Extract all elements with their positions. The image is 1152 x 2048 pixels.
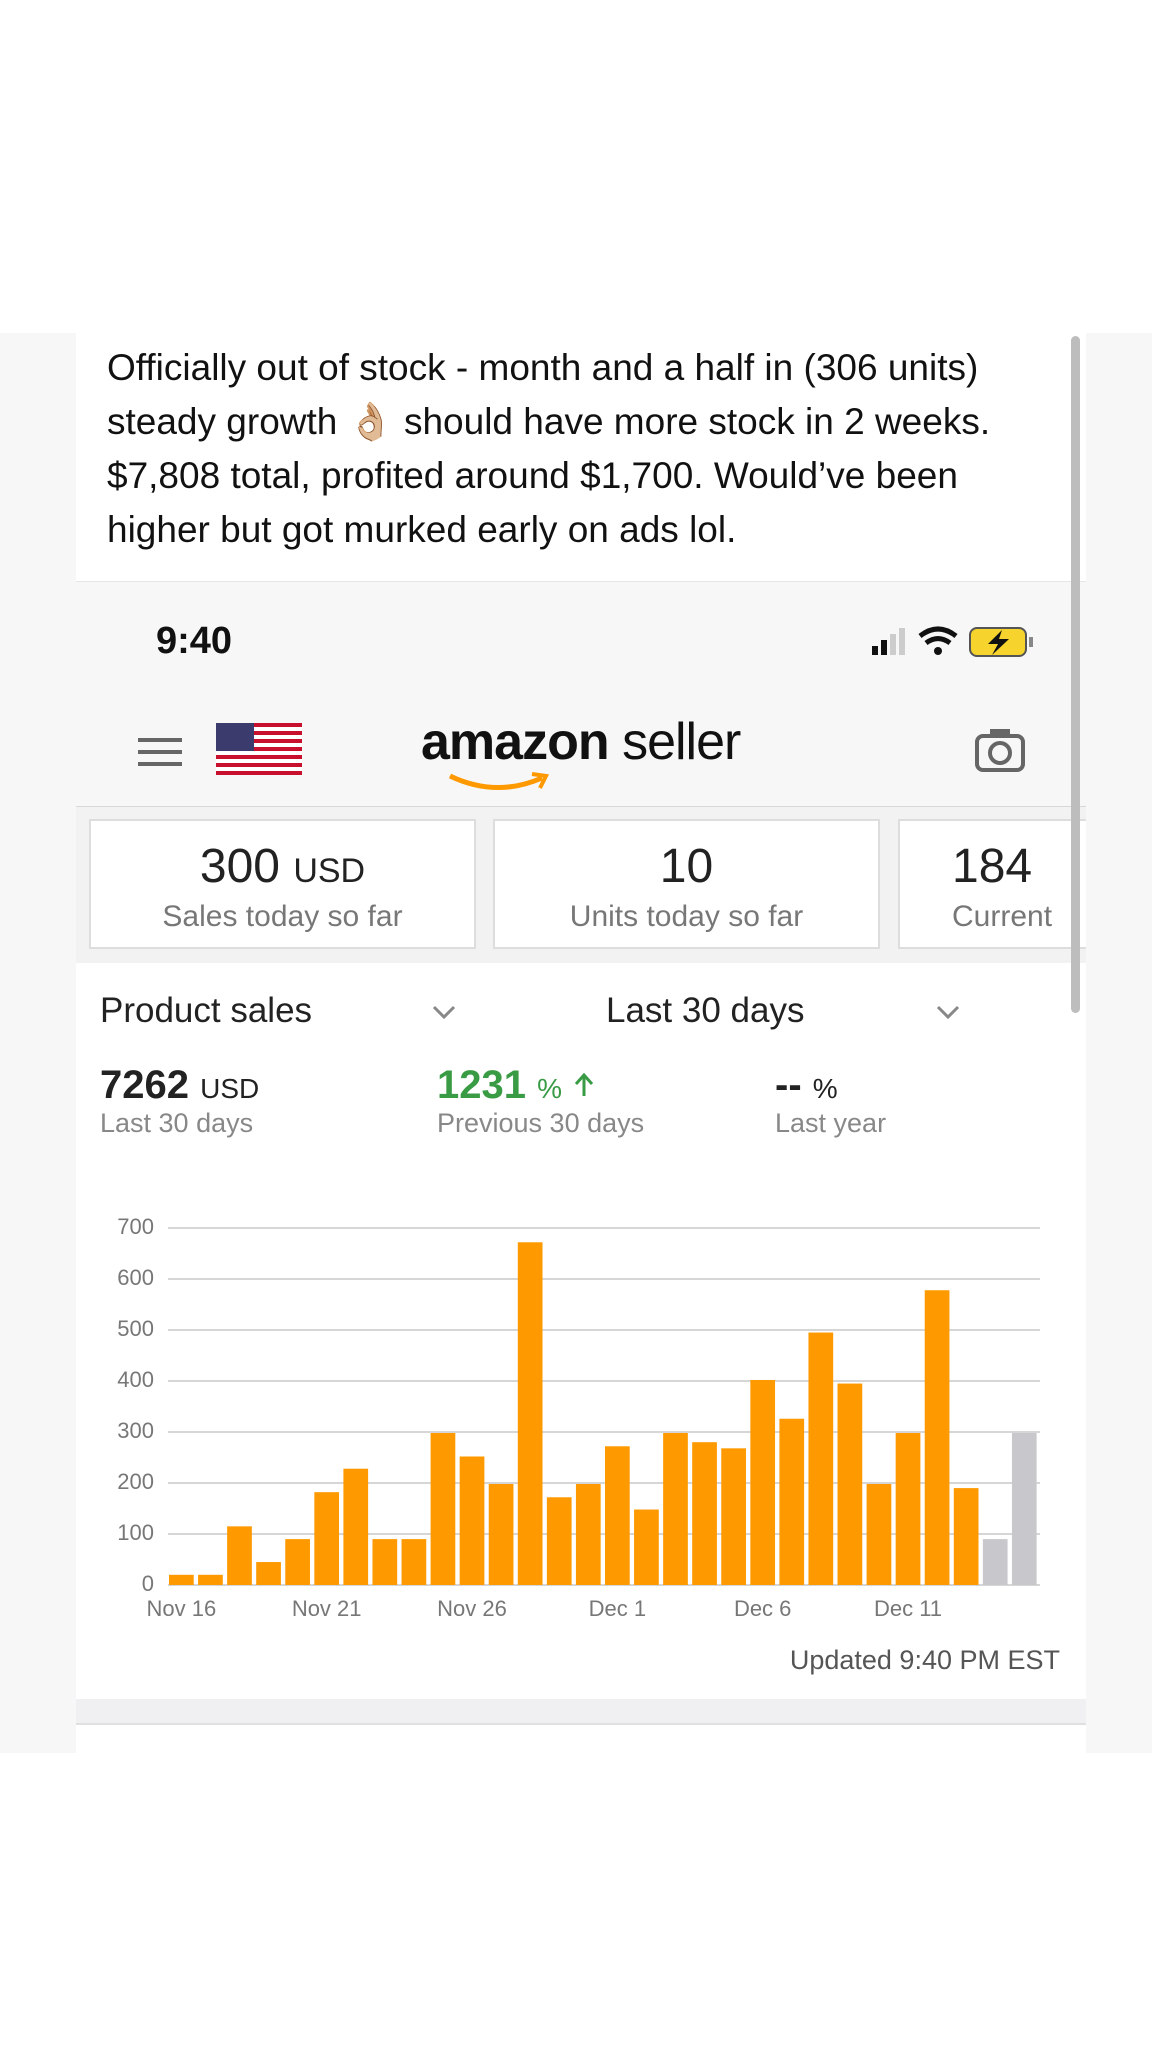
logo: amazon seller bbox=[421, 712, 741, 772]
up-arrow bbox=[575, 1072, 594, 1096]
y-tick-label: 600 bbox=[117, 1265, 154, 1290]
chevron[interactable] bbox=[431, 1003, 457, 1021]
logo-product: seller bbox=[622, 713, 741, 771]
bar bbox=[953, 1488, 979, 1585]
bar bbox=[314, 1492, 340, 1585]
bar bbox=[488, 1484, 514, 1585]
camera-icon[interactable] bbox=[974, 726, 1026, 774]
bar bbox=[866, 1484, 892, 1585]
card-label: Current bbox=[952, 900, 1053, 933]
screenshot-header: 9:40 amazon seller bbox=[76, 581, 1086, 808]
bar bbox=[430, 1433, 456, 1585]
x-tick-label: Nov 21 bbox=[292, 1596, 362, 1621]
metric: -- % Last year bbox=[775, 1063, 886, 1139]
summary-cards: 300 USD Sales today so far 10 Units toda… bbox=[76, 807, 1086, 963]
x-tick-label: Dec 6 bbox=[734, 1596, 791, 1621]
metric-number: -- bbox=[775, 1063, 802, 1107]
bar bbox=[517, 1242, 543, 1585]
card-value: 300 USD bbox=[91, 839, 474, 894]
bar bbox=[256, 1562, 281, 1585]
bar bbox=[372, 1539, 398, 1585]
post-text: Officially out of stock - month and a ha… bbox=[107, 347, 991, 550]
metric-value: -- % bbox=[775, 1063, 886, 1108]
bar bbox=[808, 1332, 834, 1585]
x-tick-label: Dec 11 bbox=[874, 1596, 942, 1621]
y-tick-label: 200 bbox=[117, 1469, 154, 1494]
bar bbox=[605, 1446, 630, 1585]
bar bbox=[198, 1574, 223, 1585]
bar bbox=[343, 1468, 369, 1585]
period-filter[interactable]: Last 30 days bbox=[606, 991, 805, 1030]
card[interactable]: 184 Current bbox=[898, 819, 1086, 949]
y-tick-label: 400 bbox=[117, 1367, 154, 1392]
sales-chart: 0 100 200 300 400 500 600 700 Nov 16 Nov 21 Nov 26… bbox=[117, 1214, 1040, 1621]
bar bbox=[401, 1539, 427, 1585]
bar bbox=[169, 1574, 194, 1585]
bar bbox=[779, 1418, 805, 1585]
metric-value: 1231 % bbox=[437, 1063, 644, 1108]
metric-number: 7262 bbox=[100, 1063, 189, 1107]
y-tick-label: 100 bbox=[117, 1520, 154, 1545]
bar bbox=[721, 1448, 746, 1585]
bar bbox=[663, 1433, 688, 1585]
metric-unit: USD bbox=[200, 1073, 260, 1104]
bar bbox=[1011, 1433, 1037, 1585]
card-label: Sales today so far bbox=[162, 900, 403, 933]
y-tick-label: 0 bbox=[142, 1571, 154, 1596]
logo-brand: amazon bbox=[421, 713, 610, 771]
card-unit: USD bbox=[293, 852, 366, 890]
menu-icon[interactable] bbox=[136, 732, 186, 772]
metric-label: Previous 30 days bbox=[437, 1108, 645, 1138]
logo-smile bbox=[448, 772, 550, 790]
metric-value: 7262 USD bbox=[100, 1063, 259, 1108]
status-icons bbox=[872, 626, 1033, 657]
card[interactable]: 10 Units today so far bbox=[493, 819, 880, 949]
card-value: 10 bbox=[659, 840, 714, 893]
bar bbox=[692, 1442, 717, 1585]
updated-note: Updated 9:40 PM EST bbox=[789, 1645, 1060, 1675]
metric: 1231 % Previous 30 days bbox=[437, 1063, 644, 1139]
bar bbox=[837, 1383, 863, 1585]
bar bbox=[924, 1290, 950, 1585]
metric-label: Last year bbox=[775, 1108, 887, 1138]
bar bbox=[575, 1484, 601, 1585]
section-divider bbox=[76, 1699, 1086, 1725]
bar bbox=[634, 1509, 659, 1585]
bar bbox=[750, 1379, 776, 1585]
card-number: 300 bbox=[199, 840, 280, 893]
metric-number: 1231 bbox=[437, 1063, 526, 1107]
card-label: Units today so far bbox=[569, 900, 804, 933]
metric-filter[interactable]: Product sales bbox=[100, 991, 313, 1030]
scrollbar bbox=[1071, 336, 1080, 1013]
x-tick-label: Nov 16 bbox=[146, 1596, 216, 1621]
bar bbox=[895, 1433, 921, 1585]
post-column: Officially out of stock - month and a ha… bbox=[76, 333, 1086, 1753]
bar bbox=[982, 1539, 1008, 1585]
card[interactable]: 300 USD Sales today so far bbox=[89, 819, 476, 949]
y-tick-label: 300 bbox=[117, 1418, 154, 1443]
x-tick-label: Dec 1 bbox=[589, 1596, 646, 1621]
y-tick-label: 700 bbox=[117, 1214, 154, 1239]
metric-unit: % bbox=[812, 1073, 838, 1104]
bar bbox=[546, 1497, 572, 1585]
chevron[interactable] bbox=[935, 1003, 961, 1021]
status-time: 9:40 bbox=[156, 620, 233, 662]
metric-unit: % bbox=[537, 1073, 563, 1104]
bar bbox=[227, 1526, 252, 1585]
metric-label: Last 30 days bbox=[100, 1108, 254, 1138]
flag-icon[interactable] bbox=[216, 723, 302, 775]
bar bbox=[459, 1456, 485, 1585]
bar bbox=[285, 1539, 310, 1585]
y-tick-label: 500 bbox=[117, 1316, 154, 1341]
x-tick-label: Nov 26 bbox=[437, 1596, 507, 1621]
metric: 7262 USD Last 30 days bbox=[100, 1063, 259, 1139]
card-value: 184 bbox=[952, 840, 1033, 893]
